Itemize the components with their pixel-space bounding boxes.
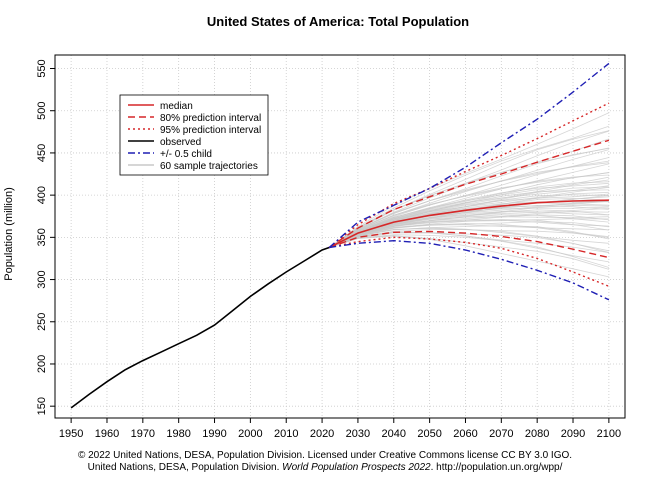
sample-trajectories: [328, 112, 610, 278]
x-tick-label: 1990: [202, 428, 226, 440]
y-tick-label: 500: [36, 102, 48, 120]
y-tick-label: 450: [36, 144, 48, 162]
series-80-prediction-interval: [328, 139, 610, 249]
legend-label: median: [160, 101, 193, 112]
y-tick-label: 400: [36, 186, 48, 204]
x-tick-label: 1960: [95, 428, 119, 440]
y-tick-label: 350: [36, 228, 48, 246]
series-95-prediction-interval: [329, 236, 610, 287]
legend-label: 95% prediction interval: [160, 125, 261, 136]
legend-label: observed: [160, 137, 201, 148]
x-tick-label: 1980: [166, 428, 190, 440]
plot-frame: [54, 54, 626, 419]
source-caption-pre: United Nations, DESA, Population Divisio…: [87, 462, 283, 473]
x-tick-label: 2080: [525, 428, 549, 440]
y-tick-label: 550: [36, 59, 48, 77]
y-tick-label: 150: [36, 397, 48, 415]
x-tick-label: 2020: [310, 428, 334, 440]
x-tick-label: 2060: [453, 428, 477, 440]
x-tick-label: 2090: [561, 428, 585, 440]
x-tick-label: 2000: [238, 428, 262, 440]
sample-trajectory: [329, 225, 609, 248]
x-tick-label: 2050: [417, 428, 441, 440]
series-lines: [70, 62, 610, 409]
x-tick-label: 2100: [597, 428, 621, 440]
legend-label: 60 sample trajectories: [160, 161, 258, 172]
legend-box: [119, 94, 269, 176]
sample-trajectory: [328, 112, 610, 248]
sample-trajectory: [329, 174, 609, 248]
y-axis-label: Population (million): [3, 187, 15, 281]
x-tick-label: 2040: [382, 428, 406, 440]
x-tick-label: 1950: [59, 428, 83, 440]
sample-trajectory: [329, 235, 609, 278]
y-tick-label: 250: [36, 313, 48, 331]
sample-trajectory: [329, 235, 610, 270]
series-median: [328, 199, 609, 249]
x-tick-label: 2010: [274, 428, 298, 440]
series-observed: [70, 246, 330, 409]
series-95-prediction-interval: [328, 102, 610, 249]
sample-trajectory: [329, 223, 609, 248]
sample-trajectory: [328, 147, 609, 248]
sample-trajectory: [329, 182, 609, 248]
source-caption-post: . http://population.un.org/wpp/: [430, 462, 563, 473]
y-tick-label: 300: [36, 270, 48, 288]
copyright-caption: © 2022 United Nations, DESA, Population …: [77, 450, 573, 461]
x-tick-label: 2030: [346, 428, 370, 440]
sample-trajectory: [329, 189, 609, 248]
series-80-prediction-interval: [328, 230, 610, 259]
chart-title: United States of America: Total Populati…: [207, 14, 469, 29]
source-caption: United Nations, DESA, Population Divisio…: [0, 462, 650, 474]
y-tick-label: 200: [36, 355, 48, 373]
series--0-5-child: [329, 239, 610, 301]
legend-label: +/- 0.5 child: [160, 149, 212, 160]
axes: 1950 1960 1970 1980 1990 2000 2010 2020 2030 2040…: [36, 59, 621, 440]
series--0-5-child: [328, 62, 610, 249]
sample-trajectory: [328, 157, 609, 248]
x-tick-label: 1970: [131, 428, 155, 440]
legend-label: 80% prediction interval: [160, 113, 261, 124]
source-caption-title: World Population Prospects 2022: [282, 462, 431, 473]
x-tick-label: 2070: [489, 428, 513, 440]
